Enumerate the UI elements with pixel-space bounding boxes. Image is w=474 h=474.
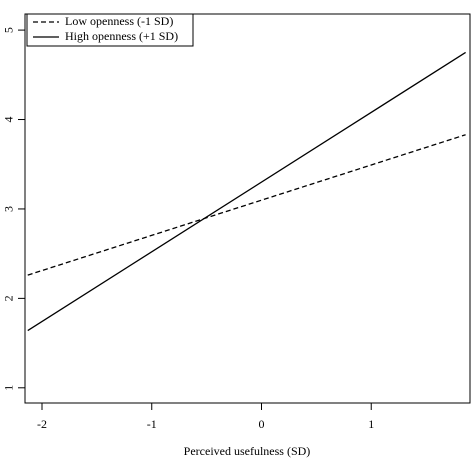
- y-tick-label: 3: [2, 206, 16, 212]
- x-tick-label: 0: [258, 417, 264, 431]
- x-tick-label: 1: [368, 417, 374, 431]
- legend-label: Low openness (-1 SD): [65, 14, 173, 28]
- legend-box: [26, 13, 194, 47]
- x-tick-label: -1: [147, 417, 157, 431]
- x-axis-label: Perceived usefulness (SD): [184, 444, 311, 458]
- y-tick-label: 1: [2, 385, 16, 391]
- y-tick-label: 4: [2, 117, 16, 123]
- y-tick-label: 5: [2, 27, 16, 33]
- x-tick-label: -2: [37, 417, 47, 431]
- legend-label: High openness (+1 SD): [65, 29, 178, 43]
- series-line: [27, 134, 466, 276]
- series-line: [27, 51, 466, 332]
- plot-box: [24, 13, 471, 404]
- y-tick-label: 2: [2, 295, 16, 301]
